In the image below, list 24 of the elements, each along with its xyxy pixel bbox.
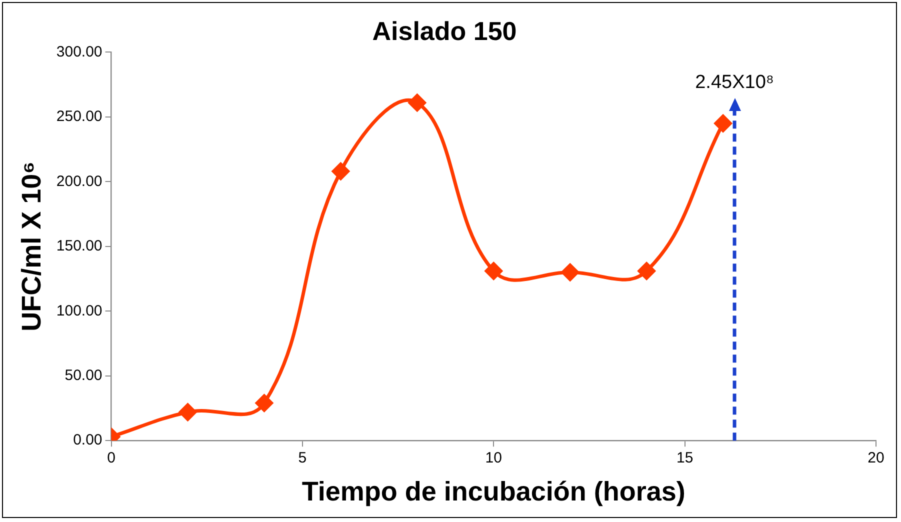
point <box>638 262 656 280</box>
x-tick-label: 10 <box>485 450 502 467</box>
y-tick-label: 200.00 <box>56 172 102 190</box>
chart-title: Aislado 150 <box>372 16 517 46</box>
y-tick-label: 0.00 <box>73 432 102 449</box>
y-tick-label: 100.00 <box>56 302 102 320</box>
point <box>484 262 502 280</box>
point <box>714 114 732 132</box>
x-tick-label: 20 <box>868 450 884 467</box>
y-tick-label: 150.00 <box>56 238 102 255</box>
y-tick-label: 50.00 <box>64 367 102 384</box>
ref-line-label: 2.45X10⁸ <box>695 72 774 93</box>
point <box>179 403 196 421</box>
point <box>408 94 426 112</box>
y-tick-label: 300.00 <box>56 43 102 60</box>
x-tick-label: 0 <box>107 450 116 467</box>
x-tick-label: 5 <box>298 450 307 467</box>
x-tick-label: 15 <box>676 450 694 467</box>
y-axis-title: UFC/ml X 10⁶ <box>16 161 47 332</box>
point <box>561 264 579 282</box>
point <box>255 394 273 412</box>
y-tick-label: 250.00 <box>56 108 102 126</box>
point <box>332 162 350 180</box>
x-axis-title: Tiempo de incubación (horas) <box>302 476 686 506</box>
